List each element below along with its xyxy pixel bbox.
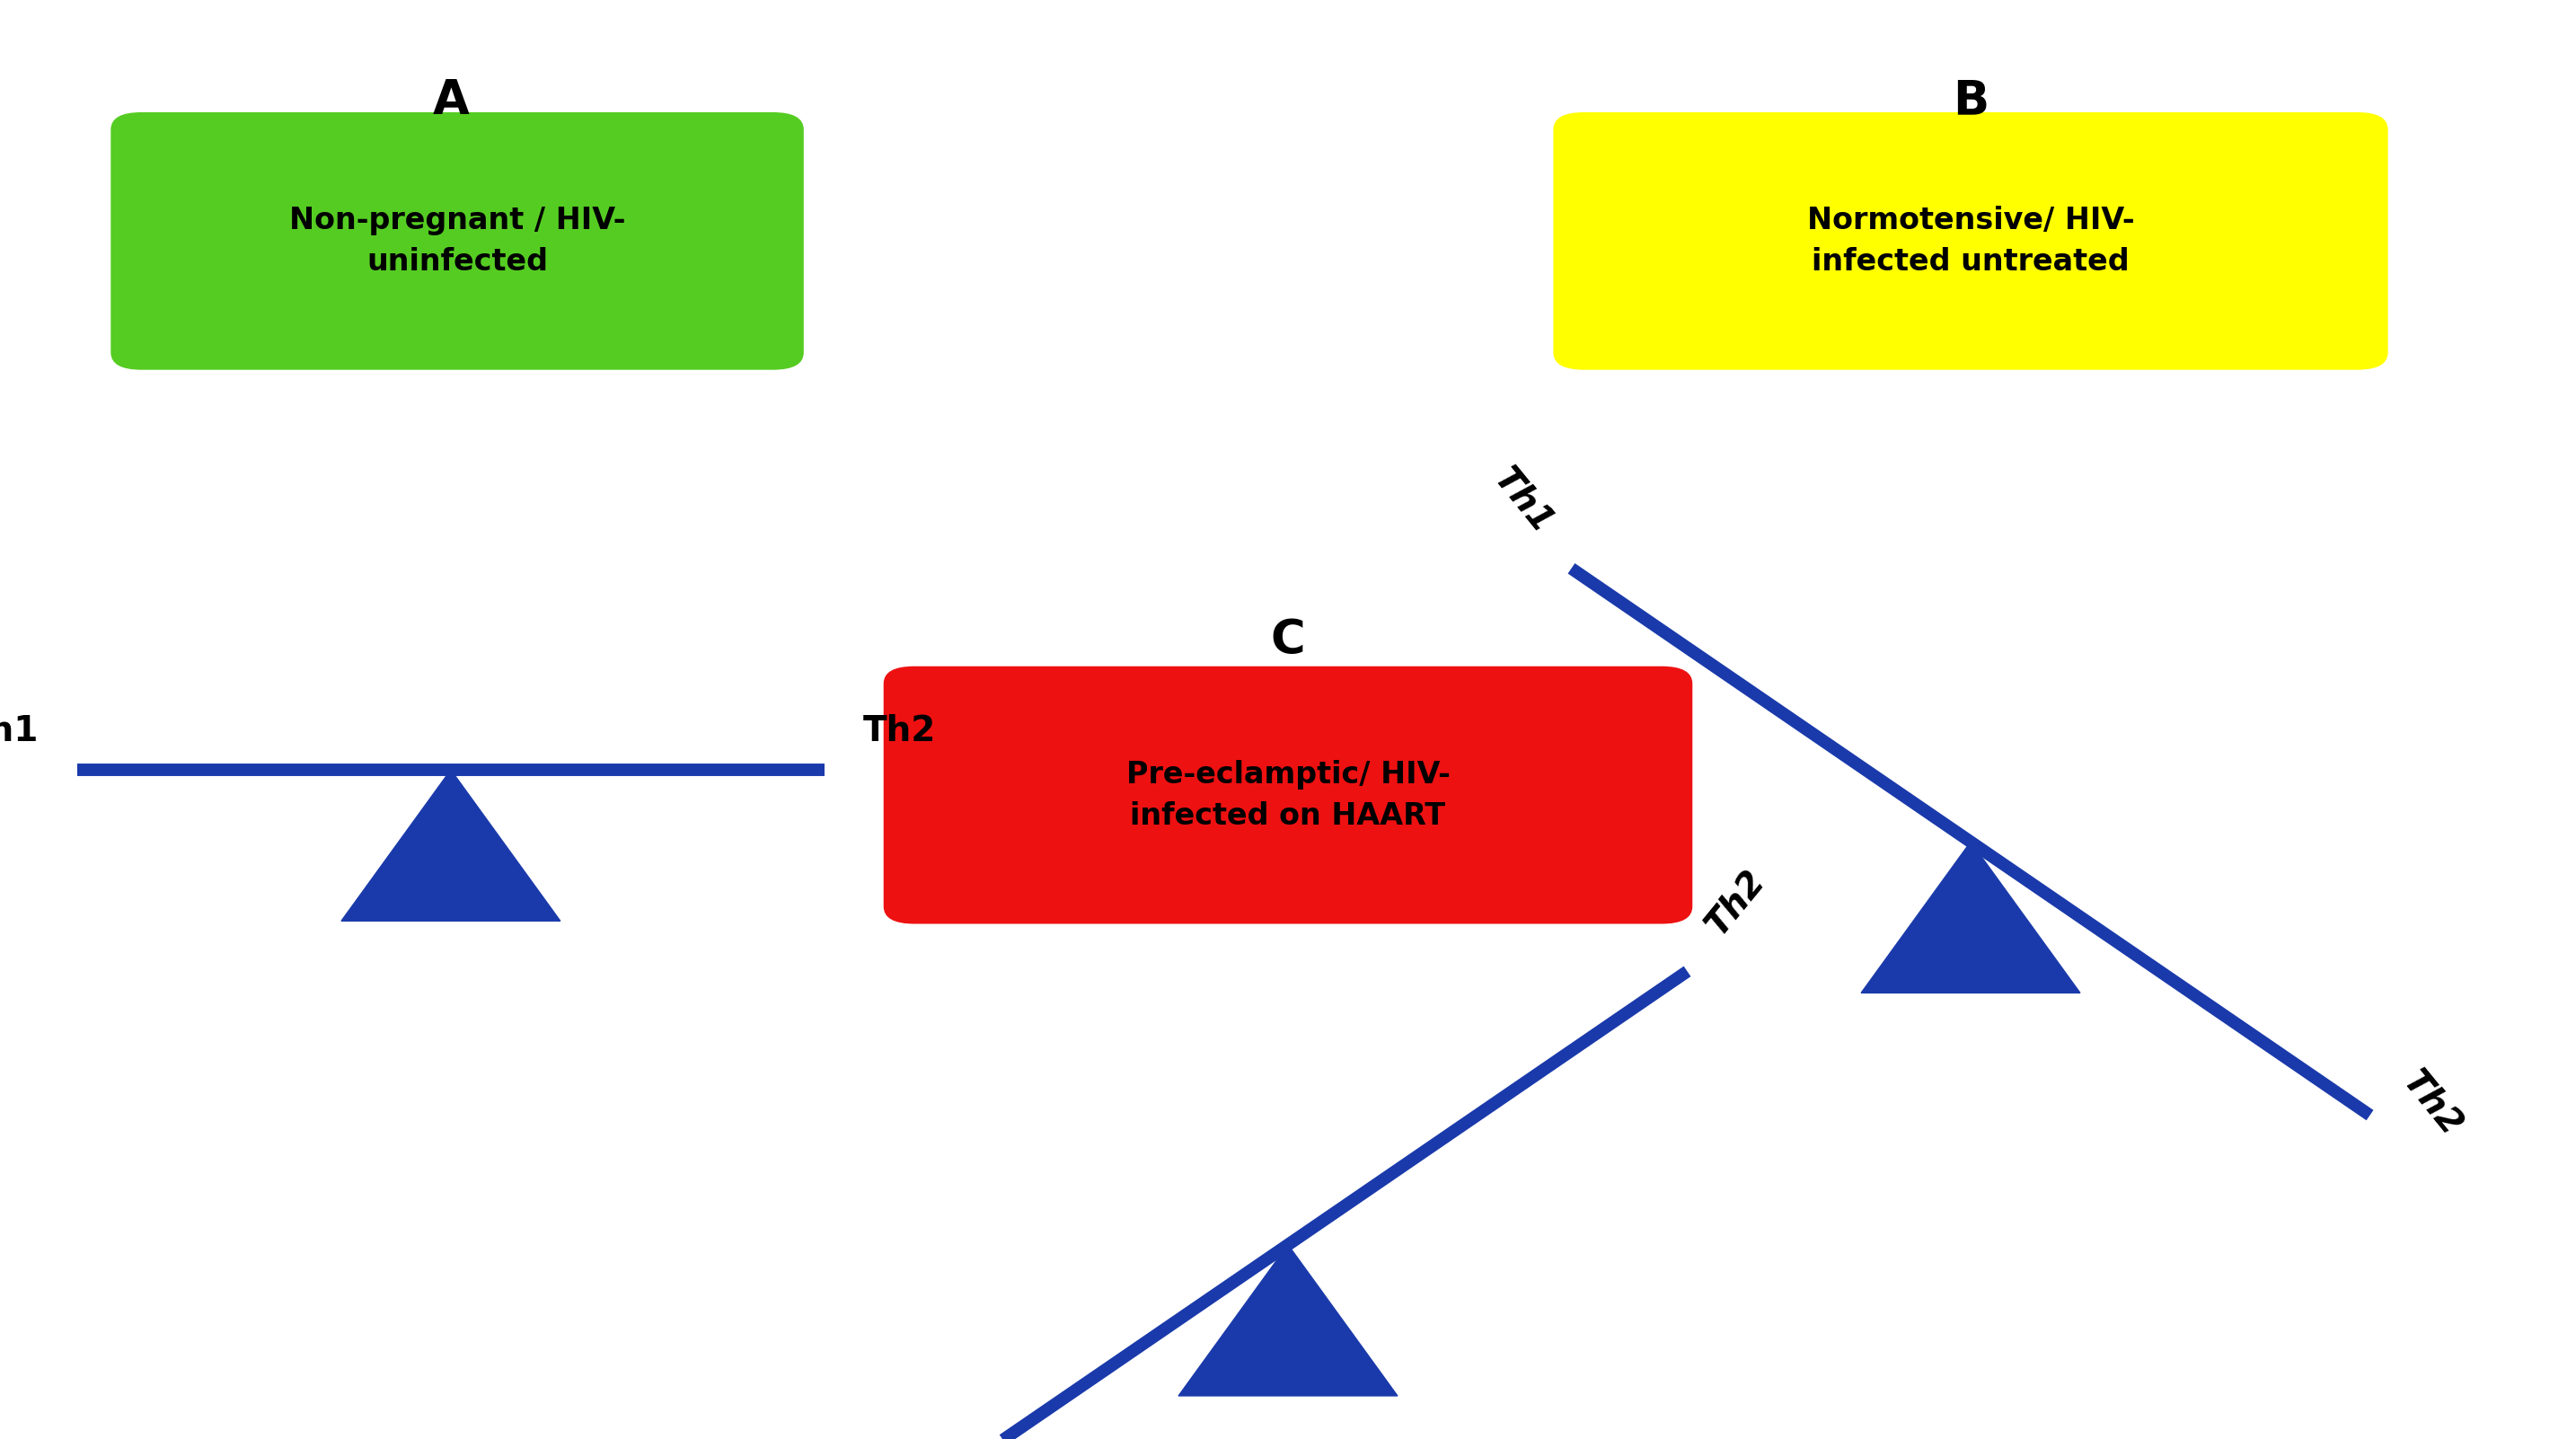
FancyBboxPatch shape <box>1553 112 2388 370</box>
Text: Th2: Th2 <box>1700 865 1772 943</box>
Text: B: B <box>1953 78 1989 124</box>
Polygon shape <box>340 770 559 921</box>
Polygon shape <box>1180 1245 1396 1396</box>
Text: A: A <box>433 78 469 124</box>
Text: Pre-eclamptic/ HIV-
infected on HAART: Pre-eclamptic/ HIV- infected on HAART <box>1126 760 1450 830</box>
Text: C: C <box>1270 617 1306 663</box>
Text: Normotensive/ HIV-
infected untreated: Normotensive/ HIV- infected untreated <box>1806 206 2136 276</box>
Text: Th1: Th1 <box>0 714 39 748</box>
Text: Th2: Th2 <box>2396 1065 2468 1143</box>
FancyBboxPatch shape <box>111 112 804 370</box>
Text: Non-pregnant / HIV-
uninfected: Non-pregnant / HIV- uninfected <box>289 206 626 276</box>
Polygon shape <box>1860 842 2079 993</box>
Text: Th2: Th2 <box>863 714 935 748</box>
Text: Th1: Th1 <box>1486 462 1558 540</box>
FancyBboxPatch shape <box>884 666 1692 924</box>
